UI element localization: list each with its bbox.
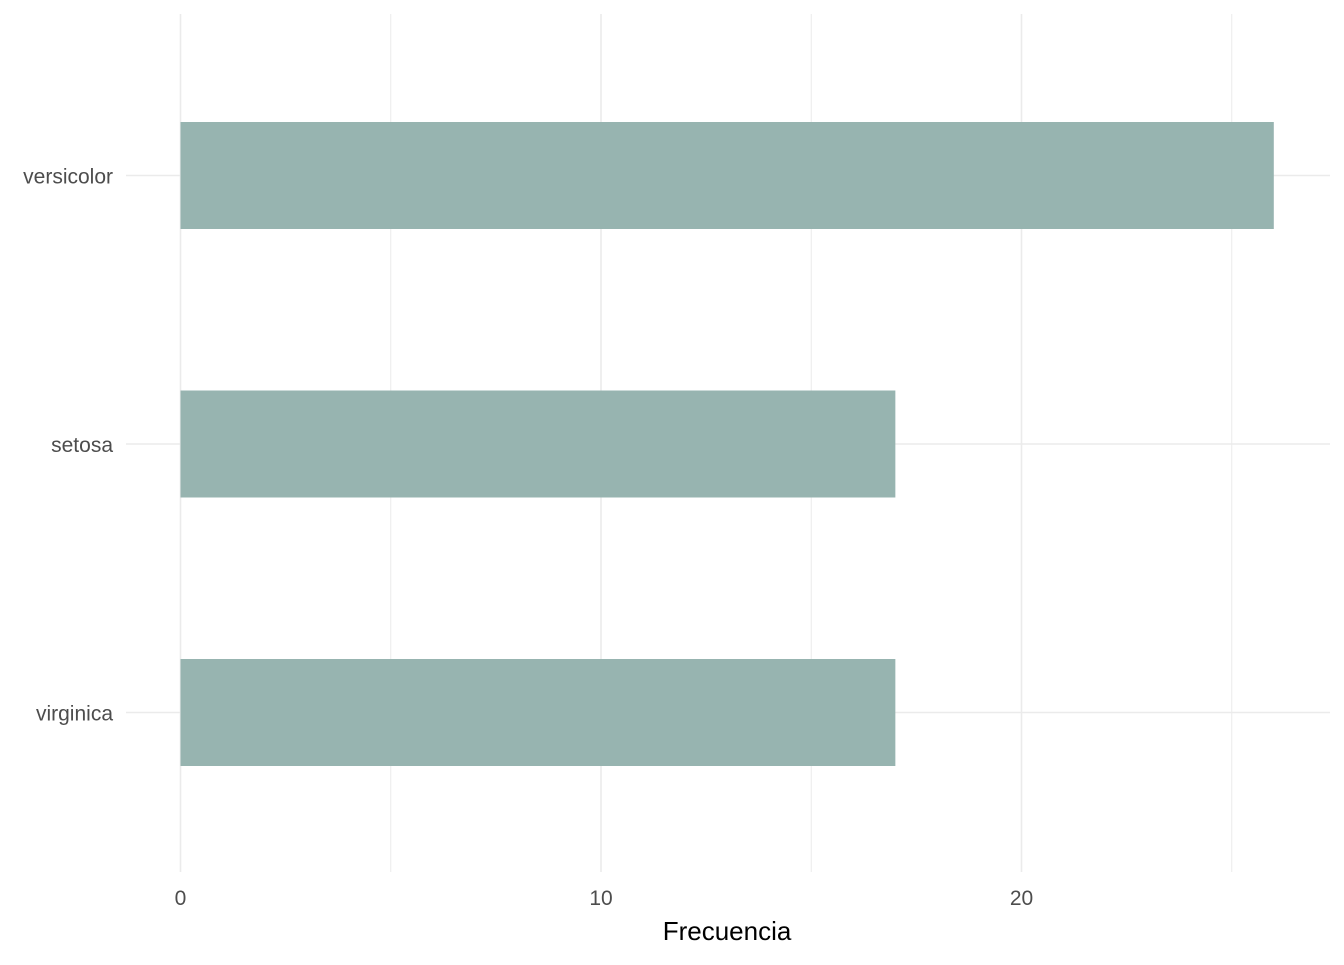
y-tick-label: setosa xyxy=(51,434,113,457)
x-tick-label: 10 xyxy=(589,887,612,910)
bar-setosa xyxy=(180,390,896,498)
bar-virginica xyxy=(180,659,896,766)
y-axis-labels: versicolor setosa virginica xyxy=(23,166,113,726)
x-tick-label: 20 xyxy=(1010,887,1033,910)
x-axis-labels: 0 10 20 xyxy=(175,887,1034,910)
x-tick-label: 0 xyxy=(175,887,187,910)
y-tick-label: virginica xyxy=(36,703,113,726)
x-axis-title: Frecuencia xyxy=(663,916,792,946)
y-tick-label: versicolor xyxy=(23,166,113,189)
bar-versicolor xyxy=(180,122,1274,229)
bars xyxy=(180,122,1274,766)
